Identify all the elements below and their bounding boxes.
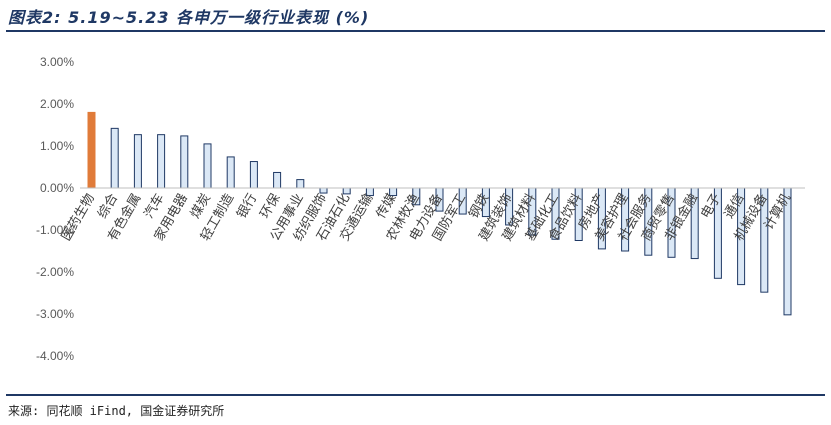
bar-有色金属 xyxy=(133,134,142,189)
title-divider xyxy=(6,30,825,32)
bar-石油石化 xyxy=(342,187,351,195)
chart-title: 图表2: 5.19~5.23 各申万一级行业表现 (%) xyxy=(8,8,370,27)
y-tick-label: -4.00% xyxy=(36,349,74,363)
footer-divider xyxy=(6,394,825,396)
y-tick-label: 3.00% xyxy=(40,55,74,69)
source-note: 来源: 同花顺 iFind, 国金证券研究所 xyxy=(8,404,225,418)
y-tick-label: 0.00% xyxy=(40,181,74,195)
bar-环保 xyxy=(273,171,282,189)
x-axis-labels: 医药生物综合有色金属汽车家用电器煤炭轻工制造银行环保公用事业纺织服饰石油石化交通… xyxy=(59,191,794,244)
y-tick-label: 2.00% xyxy=(40,97,74,111)
bar-银行 xyxy=(249,161,258,189)
bar-公用事业 xyxy=(296,179,305,189)
bar-纺织服饰 xyxy=(319,187,328,194)
y-axis: 3.00% 2.00% 1.00% 0.00% -1.00% -2.00% -3.00% -4… xyxy=(36,55,74,363)
y-tick-label: -2.00% xyxy=(36,265,74,279)
y-tick-label: -3.00% xyxy=(36,307,74,321)
bar-series xyxy=(87,111,792,316)
bar-家用电器 xyxy=(180,135,189,189)
bar-煤炭 xyxy=(203,143,212,189)
bar-汽车 xyxy=(157,134,166,189)
x-tick-label: 医药生物 xyxy=(59,191,98,244)
bar-医药生物 xyxy=(87,111,96,189)
bar-轻工制造 xyxy=(226,156,235,189)
y-tick-label: 1.00% xyxy=(40,139,74,153)
x-tick-label: 银行 xyxy=(234,191,260,221)
bar-综合 xyxy=(110,127,119,189)
y-tick-label: -1.00% xyxy=(36,223,74,237)
